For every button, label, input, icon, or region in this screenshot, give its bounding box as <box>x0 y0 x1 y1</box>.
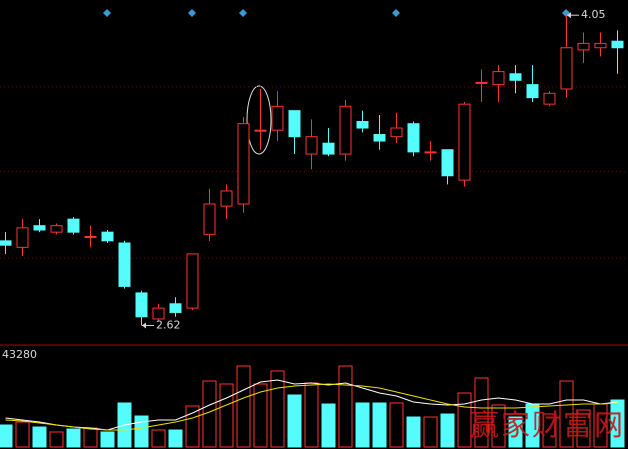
volume-bar <box>83 427 98 448</box>
candle-body <box>390 127 403 138</box>
candle-body <box>305 136 318 155</box>
candle-body <box>67 218 80 233</box>
volume-bar <box>491 404 506 448</box>
volume-bar <box>287 394 302 448</box>
event-markers <box>103 9 570 17</box>
candle-body <box>84 236 97 239</box>
candle-body <box>373 134 386 142</box>
volume-bar <box>185 405 200 448</box>
candle-body <box>135 292 148 318</box>
high-label: 4.05 <box>581 8 606 21</box>
volume-ma-line <box>5 383 618 431</box>
event-marker <box>239 9 247 17</box>
volume-bar <box>32 426 47 448</box>
candle-body <box>424 151 437 154</box>
volume-bar <box>321 403 336 448</box>
low-label: 2.62 <box>156 318 181 331</box>
candle-body <box>169 303 182 313</box>
candle-body <box>0 240 12 246</box>
volume-scale-label: 43280 <box>2 348 37 361</box>
candle-body <box>101 231 114 242</box>
candle-body <box>16 227 29 248</box>
candle-body <box>271 105 284 131</box>
volume-bar <box>253 383 268 448</box>
highlight-ellipse <box>246 85 272 155</box>
candle-body <box>203 203 216 235</box>
volume-bar <box>355 402 370 448</box>
volume-bar <box>134 415 149 448</box>
candle-body <box>322 142 335 155</box>
candle-body <box>407 123 420 153</box>
candle-body <box>356 121 369 129</box>
volume-bar <box>474 377 489 448</box>
candle-body <box>50 225 63 233</box>
volume-bar <box>270 370 285 448</box>
volume-bar <box>66 428 81 448</box>
event-marker <box>392 9 400 17</box>
candle-body <box>237 123 250 205</box>
candle-body <box>509 73 522 81</box>
candle-body <box>526 84 539 99</box>
candle-body <box>152 307 165 320</box>
event-marker <box>103 9 111 17</box>
volume-bar <box>508 416 523 448</box>
volume-bar <box>15 421 30 448</box>
volume-bar <box>406 416 421 448</box>
volume-bar <box>338 365 353 448</box>
volume-bar <box>304 382 319 448</box>
candle-body <box>118 242 131 287</box>
candle-body <box>288 110 301 138</box>
volume-bar <box>168 429 183 448</box>
candle-body <box>186 253 199 309</box>
high-arrowhead <box>567 12 571 19</box>
candle-body <box>492 71 505 86</box>
event-marker <box>188 9 196 17</box>
volume-bar <box>151 429 166 448</box>
low-arrowhead <box>142 322 146 329</box>
volume-bar <box>542 413 557 448</box>
candle-body <box>475 81 488 84</box>
candle-body <box>339 105 352 155</box>
candle-body <box>543 92 556 105</box>
volume-bar <box>0 424 13 448</box>
volume-bar <box>440 413 455 448</box>
candle-body <box>254 129 267 132</box>
volume-bar <box>423 416 438 448</box>
volume-bar <box>372 402 387 448</box>
candle-body <box>441 149 454 177</box>
candle-body <box>458 103 471 181</box>
watermark: 赢家财富网 <box>470 408 625 442</box>
candle-body <box>33 225 46 231</box>
volume-bar <box>219 383 234 448</box>
volume-bar <box>389 402 404 448</box>
candle-body <box>220 190 233 207</box>
volume-bar <box>49 431 64 448</box>
candle-body <box>577 42 590 51</box>
candle-body <box>560 47 573 90</box>
candle-body <box>611 40 624 49</box>
volume-bar <box>559 380 574 448</box>
volume-bar <box>576 409 591 448</box>
volume-bar <box>236 365 251 448</box>
volume-bar <box>100 431 115 448</box>
candle-body <box>594 42 607 49</box>
volume-bar <box>610 399 625 448</box>
